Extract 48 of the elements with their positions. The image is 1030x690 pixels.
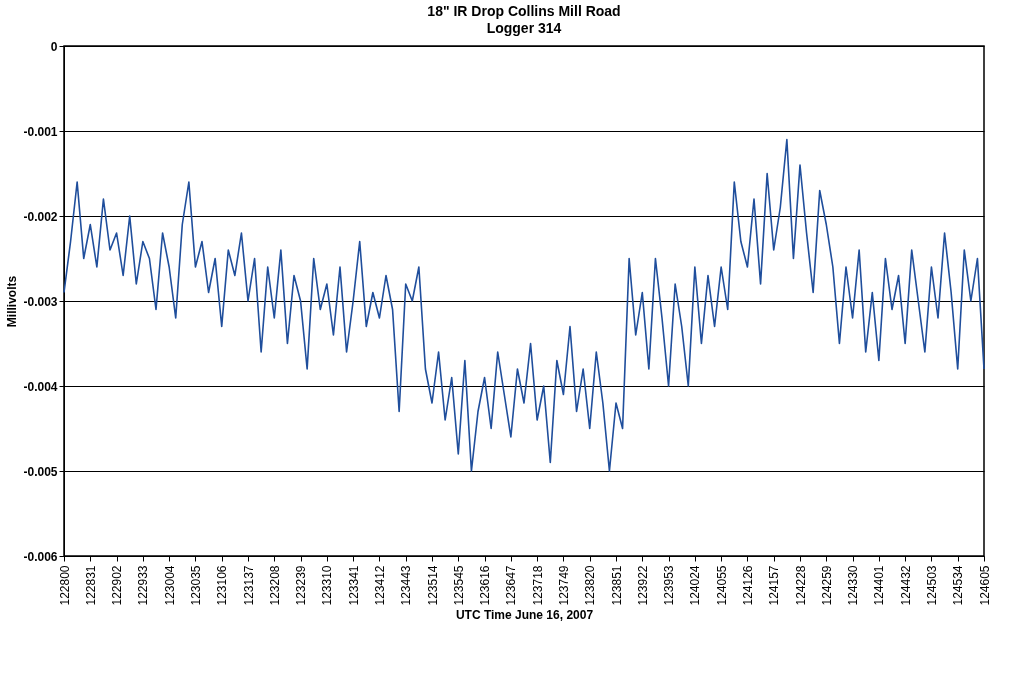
line-series bbox=[63, 138, 985, 472]
y-tick-label: 0 bbox=[50, 39, 58, 54]
x-tick-label: 123647 bbox=[504, 565, 519, 606]
y-tick-label: -0.003 bbox=[23, 294, 58, 309]
x-tick-label: 124605 bbox=[977, 565, 992, 606]
x-tick-label: 123922 bbox=[635, 565, 650, 606]
x-tick-label: 124024 bbox=[688, 565, 703, 606]
x-tick-label: 124126 bbox=[740, 565, 755, 606]
x-tick-label: 123208 bbox=[267, 565, 282, 606]
x-tick-label: 122933 bbox=[136, 565, 151, 606]
x-tick-label: 124534 bbox=[951, 565, 966, 606]
y-tick-label: -0.006 bbox=[23, 549, 58, 564]
x-tick-label: 123004 bbox=[162, 565, 177, 606]
x-tick-label: 123443 bbox=[399, 565, 414, 606]
x-tick-label: 123106 bbox=[215, 565, 230, 606]
x-tick-label: 123545 bbox=[451, 565, 466, 606]
x-tick-label: 123137 bbox=[241, 565, 256, 606]
x-tick-label: 123239 bbox=[294, 565, 309, 606]
chart-title: 18" IR Drop Collins Mill Road bbox=[427, 3, 621, 19]
x-tick-label: 123953 bbox=[662, 565, 677, 606]
x-tick-label: 123718 bbox=[530, 565, 545, 606]
y-tick-label: -0.002 bbox=[23, 209, 58, 224]
x-tick-label: 123514 bbox=[425, 565, 440, 606]
y-tick-label: -0.001 bbox=[23, 124, 58, 139]
x-tick-label: 123341 bbox=[346, 565, 361, 606]
x-tick-label: 122831 bbox=[83, 565, 98, 606]
x-tick-label: 124330 bbox=[846, 565, 861, 606]
x-tick-label: 124503 bbox=[924, 565, 939, 606]
x-tick-label: 123310 bbox=[320, 565, 335, 606]
x-tick-label: 123851 bbox=[609, 565, 624, 606]
x-tick-label: 124432 bbox=[898, 565, 913, 606]
x-tick-label: 124055 bbox=[714, 565, 729, 606]
x-axis-title: UTC Time June 16, 2007 bbox=[455, 607, 594, 622]
x-tick-label: 123749 bbox=[556, 565, 571, 606]
y-tick-label: -0.005 bbox=[23, 464, 58, 479]
x-tick-label: 122902 bbox=[110, 565, 125, 606]
x-tick-label: 123035 bbox=[188, 565, 203, 606]
x-tick-label: 123412 bbox=[372, 565, 387, 606]
y-tick-label: -0.004 bbox=[23, 379, 58, 394]
x-tick-label: 124228 bbox=[793, 565, 808, 606]
x-tick-label: 123616 bbox=[478, 565, 493, 606]
x-tick-label: 124401 bbox=[872, 565, 887, 606]
x-tick-label: 124157 bbox=[767, 565, 782, 606]
chart-subtitle: Logger 314 bbox=[486, 20, 562, 36]
x-tick-label: 123820 bbox=[583, 565, 598, 606]
x-tick-label: 122800 bbox=[57, 565, 72, 606]
y-axis-title: Millivolts bbox=[5, 275, 20, 328]
x-tick-label: 124259 bbox=[819, 565, 834, 606]
